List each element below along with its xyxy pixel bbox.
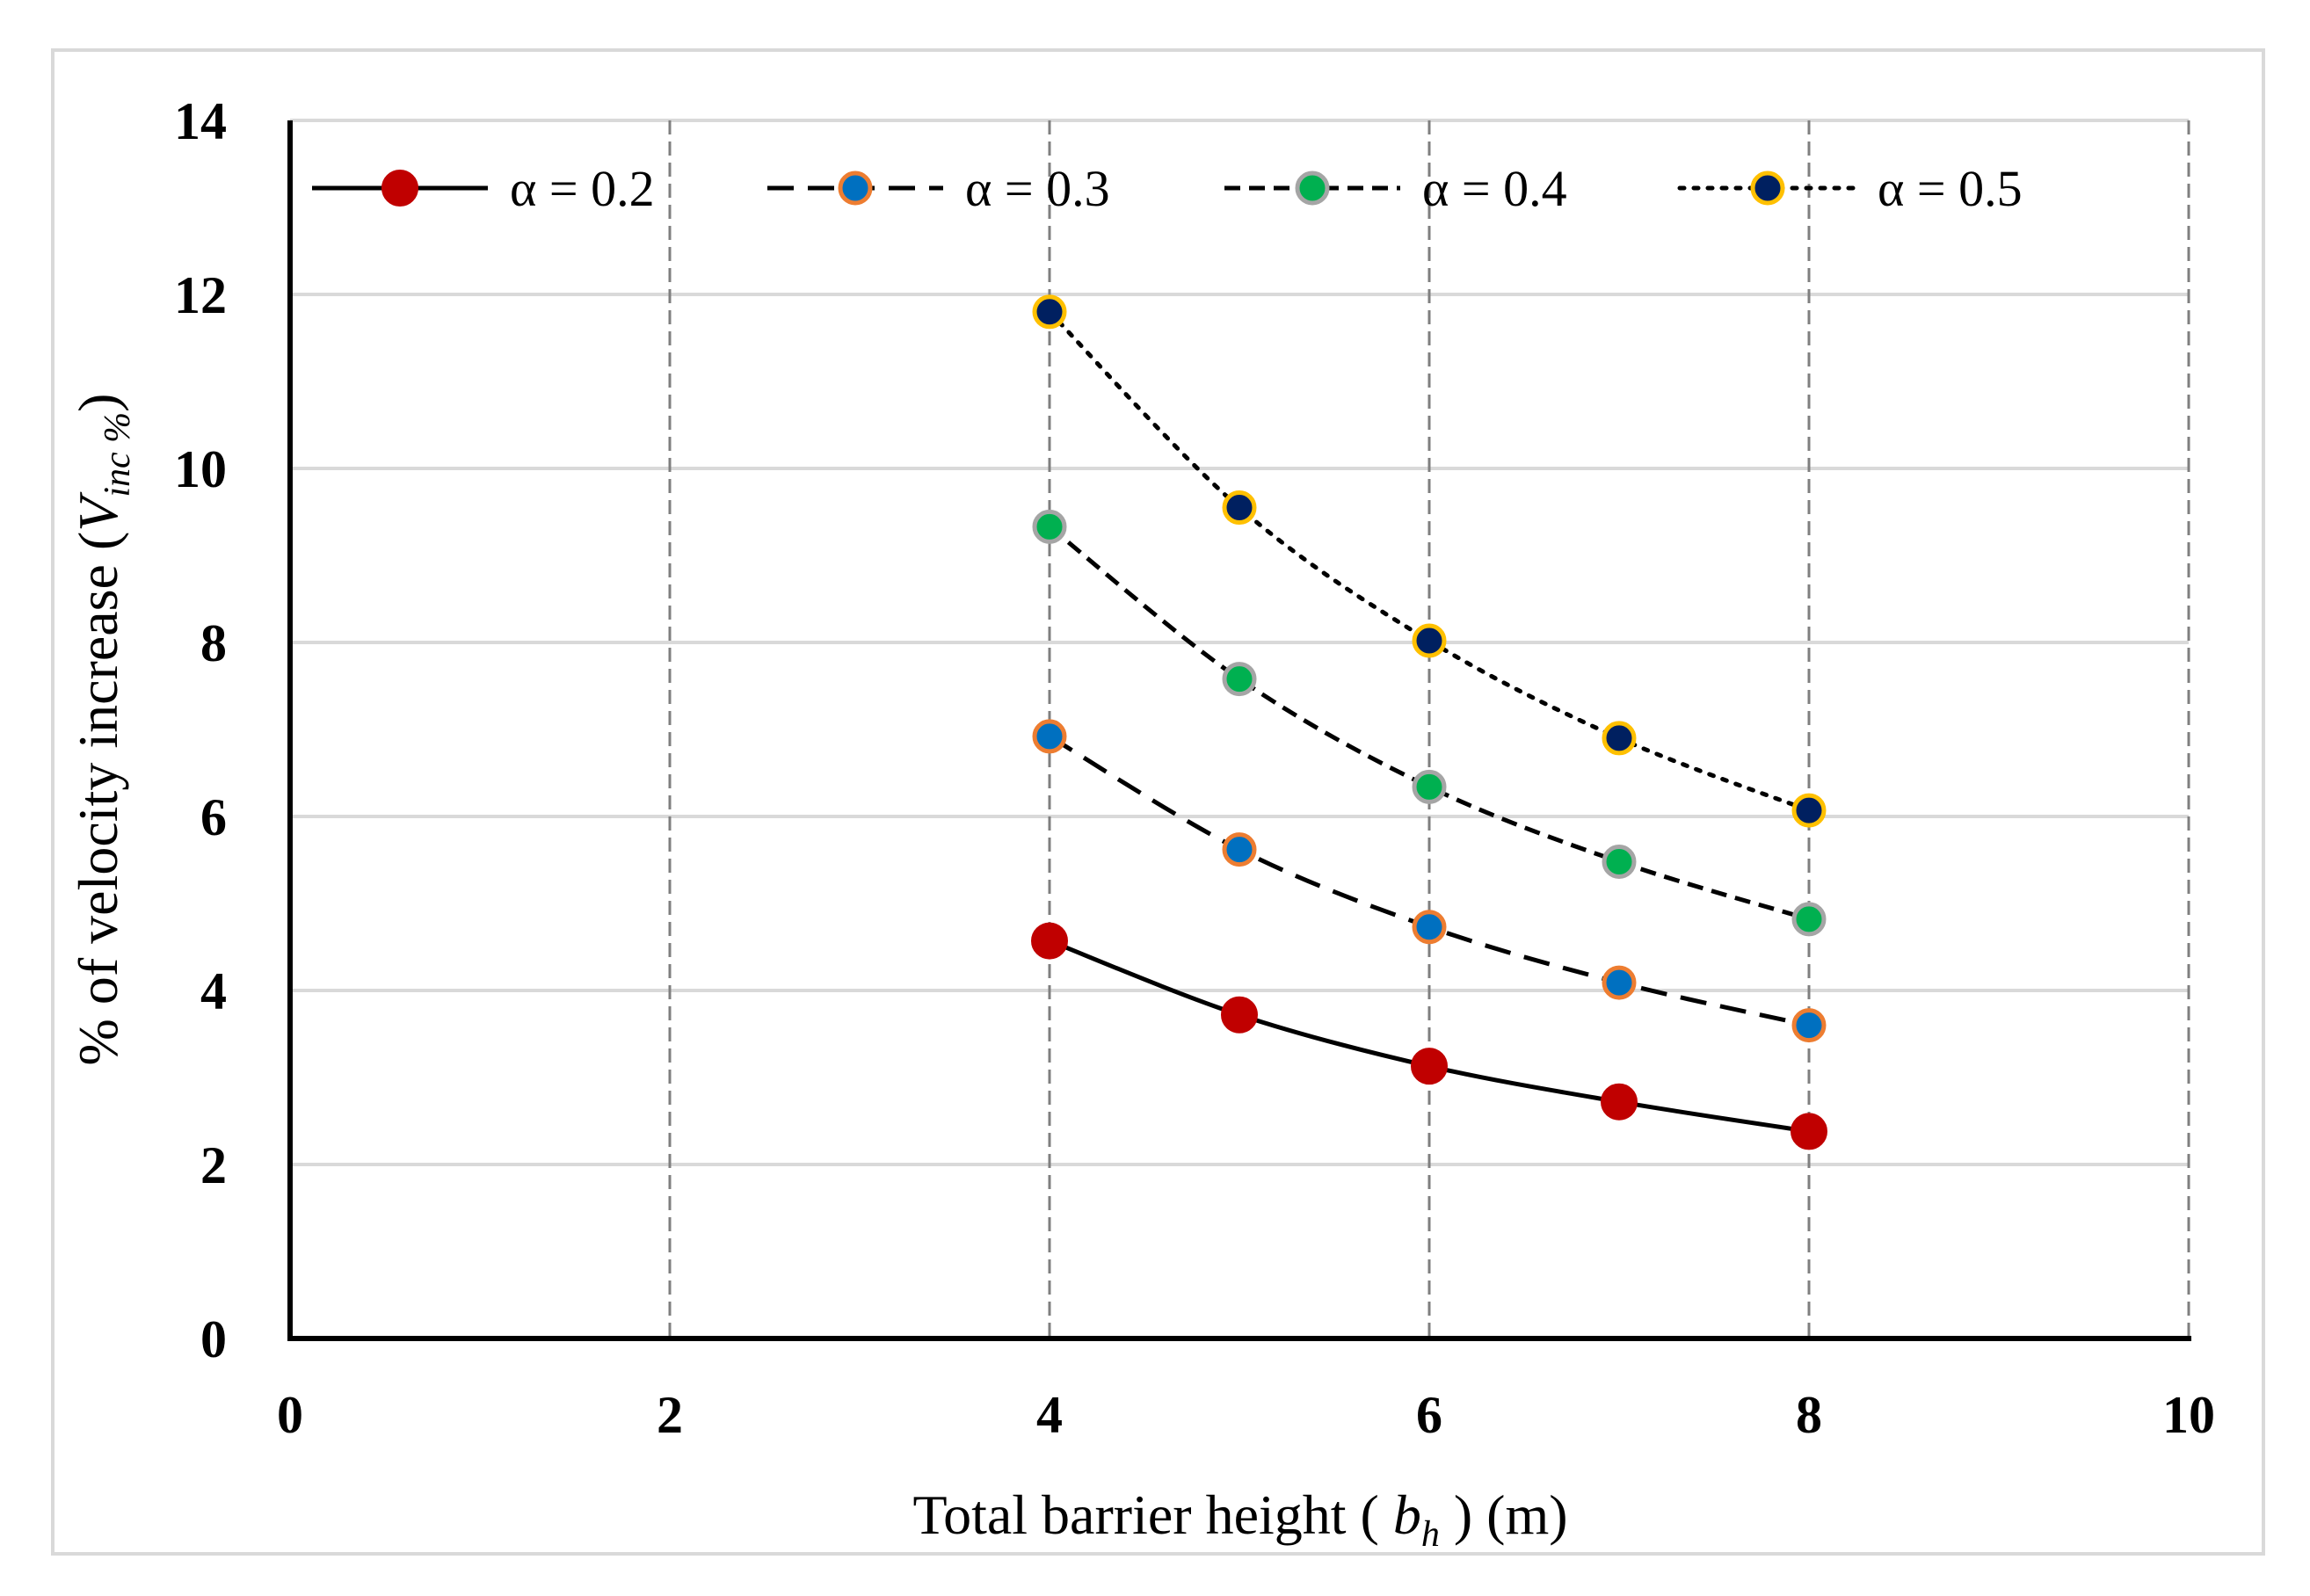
data-point-s1-0: [1032, 719, 1067, 754]
x-tick-label: 4: [1036, 1386, 1063, 1444]
x-axis-title: Total barrier height ( bh ) (m): [912, 1484, 1567, 1555]
y-tick-label: 10: [174, 440, 227, 498]
y-tick-label: 2: [200, 1136, 227, 1194]
legend-marker-3: [1750, 170, 1785, 206]
x-tick-label: 0: [277, 1386, 303, 1444]
x-tick-label: 8: [1796, 1386, 1822, 1444]
series-line-2: [1048, 525, 1810, 922]
data-point-s0-0: [1031, 922, 1068, 960]
y-axis-title: % of velocity increase (Vinc %): [67, 394, 138, 1066]
data-point-s1-4: [1791, 1008, 1827, 1043]
data-point-s2-1: [1222, 662, 1257, 697]
legend-label-2: α = 0.4: [1422, 160, 1567, 217]
data-point-s0-2: [1411, 1048, 1448, 1085]
legend-label-3: α = 0.5: [1878, 160, 2023, 217]
data-point-s0-3: [1601, 1083, 1638, 1121]
data-point-s3-4: [1791, 793, 1827, 828]
y-tick-label: 6: [200, 788, 227, 846]
data-point-s2-4: [1791, 902, 1827, 937]
data-point-s0-4: [1791, 1113, 1827, 1150]
series-points: [1031, 294, 1827, 1150]
x-tick-label: 2: [657, 1386, 683, 1444]
data-point-s1-2: [1412, 910, 1447, 945]
axes: [287, 120, 2191, 1341]
legend-marker-1: [838, 170, 873, 206]
y-tick-label: 4: [200, 962, 227, 1020]
y-tick-label: 14: [174, 92, 227, 150]
x-tick-label: 10: [2162, 1386, 2215, 1444]
legend: α = 0.2 α = 0.3 α = 0.4 α = 0.5: [312, 160, 2023, 217]
x-tick-label: 6: [1416, 1386, 1442, 1444]
legend-label-0: α = 0.2: [510, 160, 655, 217]
data-point-s3-2: [1412, 623, 1447, 658]
data-point-s1-1: [1222, 832, 1257, 867]
data-point-s0-1: [1221, 996, 1258, 1034]
legend-label-1: α = 0.3: [965, 160, 1110, 217]
x-tick-labels: 0 2 4 6 8 10: [277, 1386, 2215, 1444]
horizontal-gridlines: [290, 119, 2189, 1166]
legend-marker-0: [381, 170, 418, 207]
y-tick-label: 12: [174, 266, 227, 324]
data-point-s1-3: [1602, 965, 1637, 1000]
data-point-s2-2: [1412, 769, 1447, 804]
data-point-s3-3: [1602, 721, 1637, 756]
data-point-s2-0: [1032, 509, 1067, 544]
data-point-s3-0: [1032, 294, 1067, 330]
data-point-s2-3: [1602, 844, 1637, 879]
legend-marker-2: [1295, 170, 1330, 206]
y-tick-label: 0: [200, 1310, 227, 1368]
y-tick-label: 8: [200, 614, 227, 672]
y-tick-labels: 0 2 4 6 8 10 12 14: [174, 92, 227, 1368]
data-point-s3-1: [1222, 490, 1257, 526]
